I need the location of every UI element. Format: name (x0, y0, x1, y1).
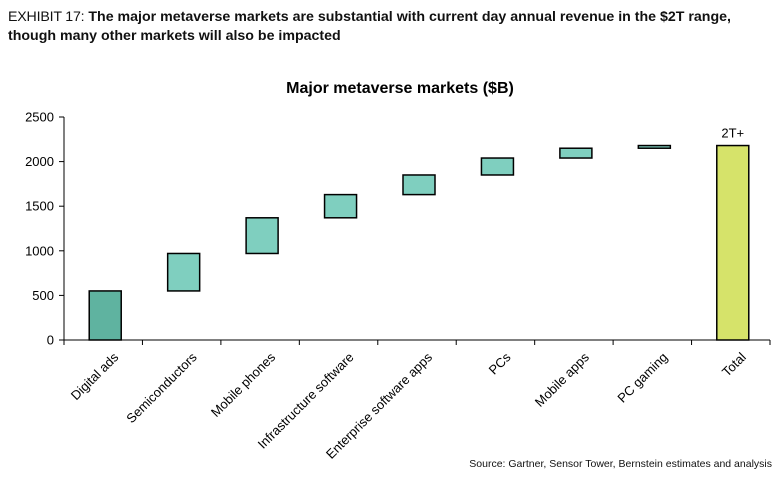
y-tick-label: 1500 (25, 199, 54, 214)
x-category-label: Total (719, 349, 749, 379)
x-category-label: Digital ads (68, 349, 122, 403)
y-tick-label: 2000 (25, 154, 54, 169)
y-tick-label: 0 (47, 333, 54, 348)
bar-pcs (481, 158, 513, 175)
bar-enterprise-software-apps (403, 175, 435, 195)
bar-digital-ads (89, 291, 121, 340)
x-category-label: PCs (486, 349, 514, 377)
y-tick-label: 1000 (25, 243, 54, 258)
chart-bars (89, 146, 749, 340)
total-data-label: 2T+ (721, 126, 744, 141)
x-category-label: Mobile apps (532, 349, 593, 410)
bar-mobile-apps (560, 148, 592, 158)
bar-total (717, 146, 749, 340)
bar-semiconductors (168, 253, 200, 290)
y-tick-label: 2500 (25, 110, 54, 125)
y-tick-label: 500 (32, 288, 54, 303)
bar-infrastructure-software (325, 195, 357, 218)
x-category-label: Mobile phones (208, 349, 279, 420)
bar-mobile-phones (246, 218, 278, 254)
bar-pc-gaming (638, 146, 670, 149)
source-note: Source: Gartner, Sensor Tower, Bernstein… (469, 458, 772, 470)
x-category-label: Semiconductors (123, 349, 200, 426)
waterfall-chart: Major metaverse markets ($B) 0 500 1000 150… (0, 0, 784, 484)
chart-title: Major metaverse markets ($B) (286, 80, 514, 97)
x-category-label: PC gaming (614, 350, 670, 406)
